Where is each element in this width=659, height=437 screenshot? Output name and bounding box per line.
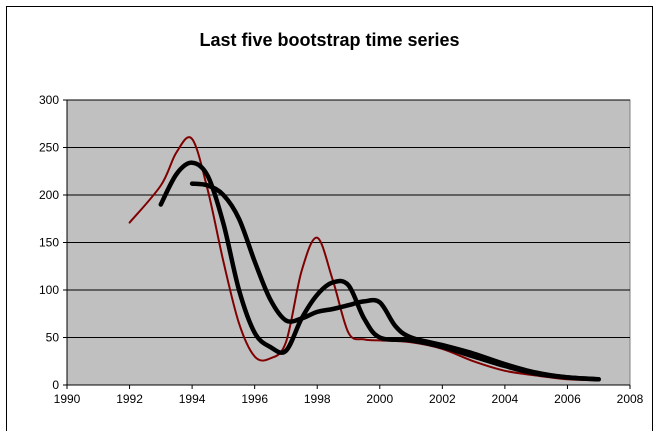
series-line-2 <box>158 160 601 382</box>
x-tick-label: 1990 <box>54 392 81 406</box>
y-tick-label: 250 <box>39 141 59 155</box>
tick-labels: 0 50 100 150 200 250 300 1990 1992 1994 1996 1998 20… <box>39 93 644 406</box>
series-lines <box>128 136 601 382</box>
x-tick-label: 2006 <box>554 392 581 406</box>
x-tick-label: 2008 <box>617 392 644 406</box>
chart-title: Last five bootstrap time series <box>199 30 460 50</box>
axes <box>63 99 631 389</box>
x-tick-label: 2000 <box>366 392 393 406</box>
x-tick-label: 1996 <box>241 392 268 406</box>
x-tick-label: 1994 <box>179 392 206 406</box>
y-tick-label: 300 <box>39 93 59 107</box>
x-tick-label: 2002 <box>429 392 456 406</box>
y-tick-label: 200 <box>39 188 59 202</box>
gridlines <box>67 99 630 338</box>
y-tick-label: 100 <box>39 283 59 297</box>
y-tick-label: 50 <box>46 331 60 345</box>
x-tick-label: 1992 <box>116 392 143 406</box>
series-line-1 <box>128 136 600 382</box>
series-line-3 <box>189 181 601 382</box>
x-tick-label: 2004 <box>492 392 519 406</box>
x-tick-label: 1998 <box>304 392 331 406</box>
y-tick-label: 0 <box>52 378 59 392</box>
y-tick-label: 150 <box>39 236 59 250</box>
